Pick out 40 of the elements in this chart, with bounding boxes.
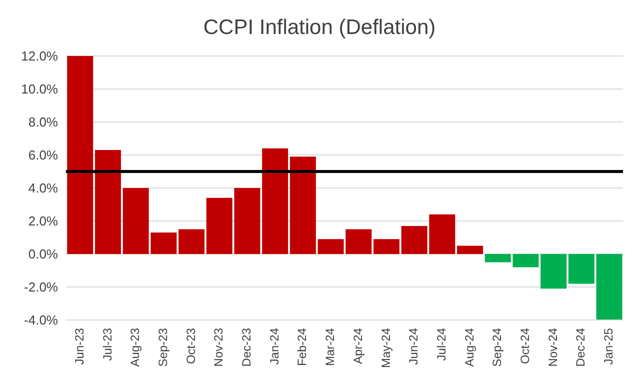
bar [290,156,316,254]
x-tick-label: Dec-24 [574,328,588,367]
y-tick-label: 2.0% [28,214,58,229]
x-tick-label: Sep-24 [490,328,504,367]
x-tick-label: Aug-23 [128,328,142,367]
x-tick-label: Feb-24 [295,328,310,366]
bar [94,150,121,254]
x-tick-label: Sep-23 [156,328,170,367]
x-tick-label: Jul-23 [100,328,114,361]
chart-title: CCPI Inflation (Deflation) [202,15,437,41]
x-tick-label: Nov-24 [546,328,560,367]
bar [540,254,567,289]
bar [373,239,400,254]
y-tick-label: 8.0% [28,114,58,130]
y-tick-label: 6.0% [28,148,58,163]
x-tick-label: Dec-23 [240,328,254,367]
x-tick-label: Apr-24 [350,328,365,364]
x-tick-label: Jun-24 [406,328,421,365]
x-tick-label: Jan-24 [267,328,282,365]
bar [178,229,205,254]
y-tick-label: -4.0% [24,312,58,328]
x-tick-label: Oct-23 [184,328,198,364]
y-tick-label: 10.0% [21,82,58,97]
x-tick-label: Jul-24 [434,328,448,361]
x-tick-label: Jan-25 [602,328,616,365]
y-tick-label: -2.0% [24,280,58,295]
y-tick-label: 12.0% [21,48,58,64]
y-tick-label: 0.0% [28,246,58,262]
x-tick-label: Oct-24 [518,328,532,364]
bar [596,254,622,320]
x-tick-label: Aug-24 [462,328,476,367]
bar [457,246,484,254]
bar [568,254,594,284]
x-tick-label: Mar-24 [323,328,338,366]
x-tick-label: Jun-23 [72,328,86,365]
y-tick-label: 4.0% [28,180,58,196]
bar [67,56,94,254]
x-tick-label: May-24 [378,328,393,368]
bar [262,148,288,254]
x-tick-label: Nov-23 [212,328,226,367]
